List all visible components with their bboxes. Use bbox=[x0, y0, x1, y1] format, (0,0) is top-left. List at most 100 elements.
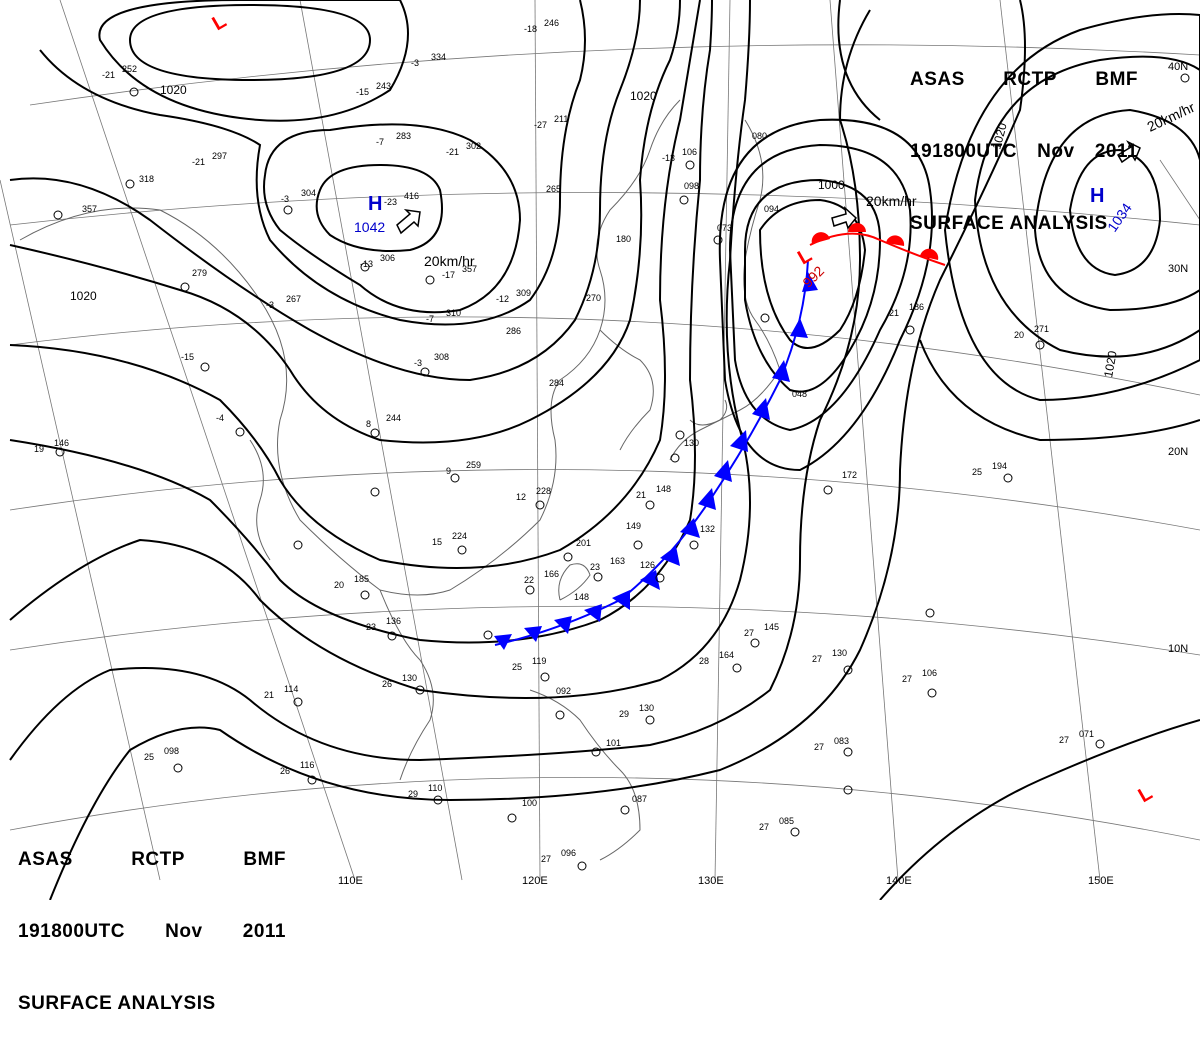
station-pressure: 334 bbox=[431, 52, 446, 62]
isobar-label: 1020 bbox=[1101, 349, 1119, 378]
isobar bbox=[315, 163, 443, 252]
isobar bbox=[973, 55, 1200, 358]
chart-header-top-right: ASAS RCTP BMF 191800UTC Nov 2011 SURFACE… bbox=[910, 20, 1138, 260]
header-title: SURFACE ANALYSIS bbox=[910, 213, 1108, 234]
header-code: BMF bbox=[243, 849, 286, 870]
header-month: Nov bbox=[1037, 141, 1075, 162]
motion-arrow-icon bbox=[831, 205, 858, 230]
station-temperature: 27 bbox=[759, 822, 769, 832]
station-pressure: 267 bbox=[286, 294, 301, 304]
station-plot: -23 416 bbox=[384, 191, 419, 207]
station-temperature: -12 bbox=[496, 294, 509, 304]
station-pressure: 080 bbox=[752, 131, 767, 141]
station-temperature: -3 bbox=[414, 358, 422, 368]
isobar-label: 1020 bbox=[989, 121, 1010, 151]
station-plot: -7 310 bbox=[426, 308, 461, 324]
station-plot: -15 bbox=[181, 352, 194, 362]
isobar bbox=[758, 198, 867, 349]
station-plot: 048 bbox=[792, 389, 807, 399]
station-pressure: 194 bbox=[992, 461, 1007, 471]
station-pressure: 252 bbox=[122, 64, 137, 74]
station-pressure: 101 bbox=[606, 738, 621, 748]
station-pressure: 130 bbox=[639, 703, 654, 713]
station-temperature: -4 bbox=[216, 413, 224, 423]
station-plot: 265 bbox=[546, 184, 561, 194]
station-pressure: 130 bbox=[684, 438, 699, 448]
longitude-label: 150E bbox=[1088, 875, 1114, 887]
station-plot: -15 243 bbox=[356, 81, 391, 97]
station-temperature: 25 bbox=[512, 662, 522, 672]
station-pressure: 094 bbox=[764, 204, 779, 214]
station-temperature: -21 bbox=[446, 147, 459, 157]
station-pressure: 148 bbox=[656, 484, 671, 494]
station-pressure: 224 bbox=[452, 531, 467, 541]
station-plot: 29 110 bbox=[408, 783, 442, 799]
header-year: 2011 bbox=[1094, 141, 1138, 162]
station-plot: 21 114 bbox=[264, 684, 298, 700]
station-pressure: 106 bbox=[682, 147, 697, 157]
station-plot: 073 bbox=[717, 223, 732, 233]
station-temperature: 23 bbox=[590, 562, 600, 572]
station-pressure: 302 bbox=[466, 141, 481, 151]
station-temperature: 20 bbox=[1014, 330, 1024, 340]
station-pressure: 201 bbox=[576, 538, 591, 548]
station-temperature: -13 bbox=[662, 153, 675, 163]
station-plot: -3 334 bbox=[411, 52, 446, 68]
isobar bbox=[1068, 148, 1162, 277]
station-temperature: 25 bbox=[972, 467, 982, 477]
station-pressure: 085 bbox=[779, 816, 794, 826]
station-plot: 148 bbox=[574, 592, 589, 602]
station-temperature: -3 bbox=[281, 194, 289, 204]
station-pressure: 309 bbox=[516, 288, 531, 298]
station-pressure: 186 bbox=[909, 302, 924, 312]
isobar-label: 1020 bbox=[630, 89, 657, 103]
station-pressure: 228 bbox=[536, 486, 551, 496]
station-plot: -12 309 bbox=[496, 288, 531, 304]
station-plot: 130 bbox=[684, 438, 699, 448]
station-pressure: 092 bbox=[556, 686, 571, 696]
motion-speed-label: 20km/hr bbox=[866, 193, 917, 209]
station-plot: 26 130 bbox=[382, 673, 417, 689]
longitude-label: 120E bbox=[522, 875, 548, 887]
station-temperature: 27 bbox=[902, 674, 912, 684]
station-temperature: -21 bbox=[102, 70, 115, 80]
motion-arrow-icon bbox=[1116, 140, 1141, 164]
station-plot: -13 106 bbox=[662, 147, 697, 163]
isobar bbox=[879, 719, 1200, 900]
station-pressure: 083 bbox=[834, 736, 849, 746]
station-plot: 180 bbox=[616, 234, 631, 244]
station-plot: 279 bbox=[192, 268, 207, 278]
isobar bbox=[9, 0, 701, 569]
station-plot: -21 297 bbox=[192, 151, 227, 167]
latitude-label: 10N bbox=[1168, 643, 1188, 655]
station-plot: 29 130 bbox=[619, 703, 654, 719]
station-plot: 8 244 bbox=[366, 413, 401, 429]
longitude-label: 130E bbox=[698, 875, 724, 887]
header-title: SURFACE ANALYSIS bbox=[18, 993, 216, 1014]
isobar bbox=[98, 0, 409, 122]
station-plot: 149 bbox=[626, 521, 641, 531]
header-station: RCTP bbox=[1003, 69, 1057, 90]
header-line-3: SURFACE ANALYSIS bbox=[18, 992, 286, 1016]
station-pressure: 087 bbox=[632, 794, 647, 804]
station-plot: 087 bbox=[632, 794, 647, 804]
station-pressure: 259 bbox=[466, 460, 481, 470]
station-pressure: 279 bbox=[192, 268, 207, 278]
station-pressure: 308 bbox=[434, 352, 449, 362]
station-pressure: 130 bbox=[402, 673, 417, 683]
motion-arrows bbox=[396, 140, 1141, 235]
chart-header-bottom-left: ASAS RCTP BMF 191800UTC Nov 2011 SURFACE… bbox=[18, 800, 286, 1040]
header-time: 191800UTC bbox=[910, 141, 1017, 162]
station-pressure: 149 bbox=[626, 521, 641, 531]
cold-front bbox=[494, 259, 818, 650]
header-product: ASAS bbox=[910, 69, 965, 90]
station-pressure: 416 bbox=[404, 191, 419, 201]
isobar-label: 1020 bbox=[160, 83, 187, 97]
station-plot: 21 186 bbox=[889, 302, 924, 318]
station-temperature: 27 bbox=[812, 654, 822, 664]
station-pressure: 096 bbox=[561, 848, 576, 858]
station-temperature: -7 bbox=[376, 137, 384, 147]
station-glyphs bbox=[53, 73, 1190, 871]
station-temperature: 29 bbox=[408, 789, 418, 799]
station-pressure: 119 bbox=[532, 656, 546, 666]
